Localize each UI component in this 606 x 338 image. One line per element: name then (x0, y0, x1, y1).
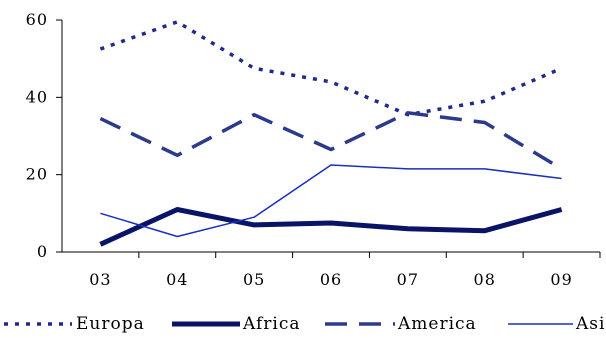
legend: Europa Africa America Asi (4, 314, 605, 334)
x-tick-label: 06 (320, 270, 342, 289)
legend-label-africa: Africa (242, 314, 301, 334)
y-tick-label: 60 (26, 10, 48, 29)
series-line-africa (99, 207, 563, 247)
series-line-europa (99, 20, 563, 117)
x-tick-label: 05 (243, 270, 265, 289)
legend-label-america: America (397, 314, 477, 334)
legend-label-europa: Europa (76, 314, 145, 334)
y-tick-label: 0 (37, 242, 48, 261)
y-tick-label: 40 (26, 87, 48, 106)
axes (61, 20, 600, 253)
x-ticks: 03 04 05 06 07 08 09 (89, 252, 601, 289)
legend-label-asi: Asi (575, 314, 605, 334)
series-line-asi (100, 164, 562, 238)
x-tick-label: 07 (397, 270, 419, 289)
x-tick-label: 09 (550, 270, 572, 289)
y-ticks: 0 20 40 60 (26, 10, 62, 261)
y-tick-label: 20 (26, 165, 48, 184)
x-tick-label: 08 (474, 270, 496, 289)
series-line-america (99, 111, 563, 171)
x-tick-label: 04 (166, 270, 188, 289)
x-tick-label: 03 (89, 270, 111, 289)
series-lines (99, 20, 563, 247)
